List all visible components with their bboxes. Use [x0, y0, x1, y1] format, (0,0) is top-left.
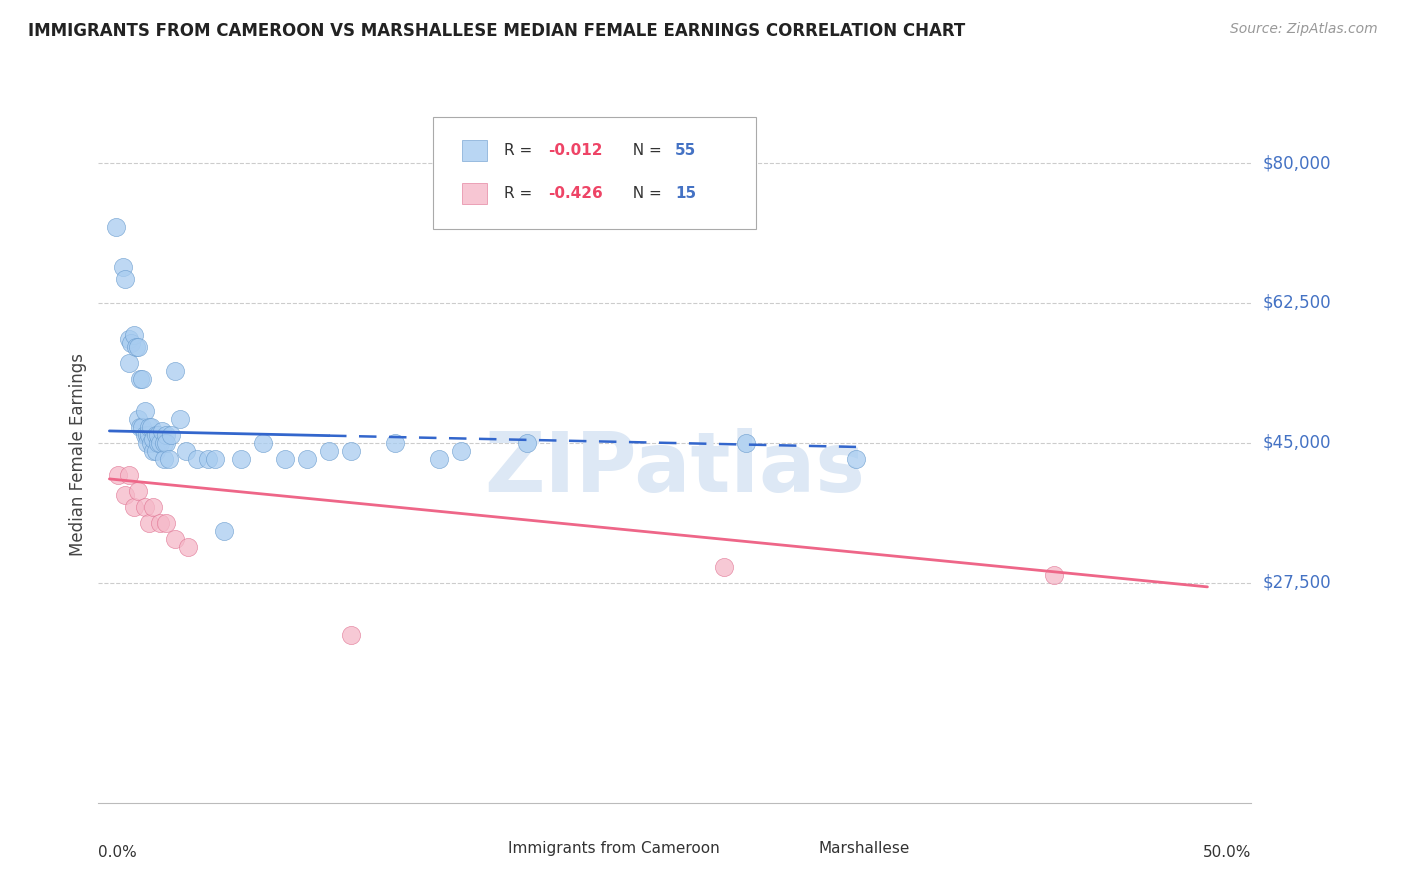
Y-axis label: Median Female Earnings: Median Female Earnings: [69, 353, 87, 557]
Point: [111, 260, 134, 274]
Point: [149, 436, 172, 450]
Point: [142, 432, 165, 446]
Point: [118, 467, 141, 482]
Text: R =: R =: [505, 143, 537, 158]
Point: [155, 428, 177, 442]
Point: [135, 428, 157, 442]
Text: Marshallese: Marshallese: [818, 841, 910, 856]
Point: [212, 524, 235, 538]
Point: [252, 436, 274, 450]
Point: [318, 444, 340, 458]
Point: [145, 444, 167, 458]
Point: [125, 340, 148, 354]
Bar: [461, 183, 486, 204]
Point: [735, 436, 758, 450]
Text: $27,500: $27,500: [1263, 574, 1331, 592]
Point: [127, 483, 149, 498]
Point: [134, 500, 156, 514]
Bar: [479, 839, 499, 858]
Point: [142, 500, 165, 514]
Point: [138, 516, 160, 530]
Point: [384, 436, 406, 450]
Point: [174, 444, 197, 458]
Bar: [790, 839, 811, 858]
Point: [153, 451, 176, 466]
Point: [340, 444, 363, 458]
Point: [160, 428, 183, 442]
Point: [114, 488, 136, 502]
Point: [450, 444, 472, 458]
Point: [153, 436, 176, 450]
Point: [1042, 567, 1064, 582]
Point: [131, 420, 153, 434]
Point: [139, 436, 162, 450]
Point: [104, 219, 127, 234]
Point: [155, 516, 177, 530]
Text: -0.426: -0.426: [548, 186, 603, 201]
Bar: [461, 140, 486, 161]
Point: [138, 428, 160, 442]
Point: [142, 444, 165, 458]
Point: [165, 364, 187, 378]
Point: [295, 451, 318, 466]
Point: [129, 420, 152, 434]
Point: [118, 332, 141, 346]
Text: N =: N =: [623, 186, 666, 201]
Text: Immigrants from Cameroon: Immigrants from Cameroon: [508, 841, 720, 856]
Point: [165, 532, 187, 546]
Point: [150, 424, 173, 438]
Text: 55: 55: [675, 143, 696, 158]
Point: [135, 436, 157, 450]
Point: [197, 451, 219, 466]
Point: [134, 428, 156, 442]
Point: [177, 540, 200, 554]
Point: [120, 335, 142, 350]
Text: $62,500: $62,500: [1263, 294, 1331, 312]
Point: [157, 451, 180, 466]
Point: [129, 372, 152, 386]
Point: [149, 516, 172, 530]
Text: IMMIGRANTS FROM CAMEROON VS MARSHALLESE MEDIAN FEMALE EARNINGS CORRELATION CHART: IMMIGRANTS FROM CAMEROON VS MARSHALLESE …: [28, 22, 966, 40]
Text: N =: N =: [623, 143, 666, 158]
Point: [127, 412, 149, 426]
Point: [134, 404, 156, 418]
Text: -0.012: -0.012: [548, 143, 603, 158]
Point: [131, 372, 153, 386]
Point: [516, 436, 538, 450]
Text: 0.0%: 0.0%: [98, 845, 138, 860]
Text: Source: ZipAtlas.com: Source: ZipAtlas.com: [1230, 22, 1378, 37]
Point: [186, 451, 208, 466]
Point: [845, 451, 868, 466]
Point: [713, 560, 735, 574]
Text: R =: R =: [505, 186, 537, 201]
Point: [274, 451, 297, 466]
Point: [107, 467, 129, 482]
Point: [204, 451, 226, 466]
Point: [122, 500, 145, 514]
Point: [145, 428, 167, 442]
Point: [340, 628, 363, 642]
Text: ZIPatlas: ZIPatlas: [485, 428, 865, 509]
Point: [169, 412, 191, 426]
Text: $80,000: $80,000: [1263, 154, 1331, 172]
FancyBboxPatch shape: [433, 118, 755, 229]
Point: [138, 420, 160, 434]
Text: $45,000: $45,000: [1263, 434, 1331, 452]
Point: [139, 420, 162, 434]
Point: [122, 328, 145, 343]
Text: 50.0%: 50.0%: [1204, 845, 1251, 860]
Point: [114, 272, 136, 286]
Point: [118, 356, 141, 370]
Text: 15: 15: [675, 186, 696, 201]
Point: [146, 436, 169, 450]
Point: [155, 436, 177, 450]
Point: [231, 451, 253, 466]
Point: [127, 340, 149, 354]
Point: [427, 451, 450, 466]
Point: [146, 428, 169, 442]
